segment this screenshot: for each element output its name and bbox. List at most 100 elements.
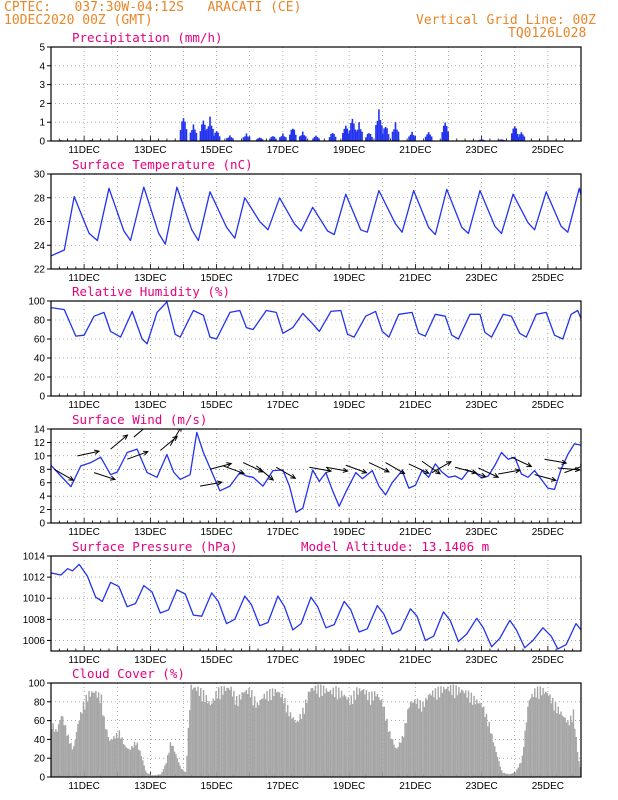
precipitation-bar bbox=[194, 129, 196, 141]
cloud-cover-bar bbox=[264, 699, 267, 777]
cloud-cover-bar bbox=[113, 736, 115, 777]
cloud-cover-bar bbox=[93, 692, 96, 777]
precipitation-bar bbox=[365, 137, 367, 141]
cloud-cover-bar bbox=[565, 722, 568, 777]
cloud-cover-bar bbox=[390, 738, 392, 777]
precipitation-bar bbox=[350, 123, 352, 141]
cloud-cover-bar bbox=[85, 694, 87, 777]
cloud-cover-bar bbox=[499, 766, 502, 777]
cloud-cover-bar bbox=[171, 745, 173, 777]
precipitation-bar bbox=[411, 131, 413, 141]
surface-pressure-x-tick-label: 19DEC bbox=[333, 655, 365, 666]
cloud-cover-bar bbox=[103, 716, 105, 777]
cloud-cover-bar bbox=[237, 706, 239, 777]
cloud-cover-bar bbox=[91, 691, 93, 777]
wind-arrow bbox=[309, 466, 332, 472]
surface-wind-y-tick-label: 12 bbox=[34, 438, 46, 449]
cloud-cover-bar bbox=[111, 739, 114, 777]
surface-pressure-title: Surface Pressure (hPa) bbox=[72, 539, 238, 554]
relative-humidity-y-tick-label: 40 bbox=[34, 354, 46, 365]
surface-wind-x-tick-label: 19DEC bbox=[333, 527, 365, 538]
wind-arrow bbox=[544, 458, 567, 464]
precipitation-bar bbox=[379, 119, 382, 141]
cloud-cover-bar bbox=[52, 723, 54, 777]
cloud-cover-bar bbox=[509, 773, 511, 777]
precipitation-bar bbox=[292, 128, 294, 141]
cloud-cover-bar bbox=[574, 728, 576, 777]
precipitation-bar bbox=[520, 132, 523, 141]
cloud-cover-bar bbox=[346, 699, 348, 777]
cloud-cover-bar bbox=[291, 718, 293, 777]
cloud-cover-bar bbox=[139, 750, 141, 777]
cloud-cover-bar bbox=[426, 699, 428, 777]
cloud-cover-bar bbox=[327, 691, 329, 777]
wind-arrow-head bbox=[176, 429, 182, 432]
cloud-cover-bar bbox=[82, 701, 85, 777]
cloud-cover-bar bbox=[335, 686, 337, 777]
cloud-cover-bar bbox=[193, 687, 195, 777]
precipitation-bar bbox=[369, 134, 372, 141]
cloud-cover-bar bbox=[63, 725, 65, 777]
precipitation-frame bbox=[50, 46, 582, 142]
wind-arrow bbox=[421, 460, 441, 475]
cloud-cover-bar bbox=[436, 699, 438, 777]
precipitation-bar bbox=[343, 128, 346, 141]
cloud-cover-bar bbox=[531, 694, 533, 777]
cloud-cover-bar bbox=[437, 686, 439, 777]
cloud-cover-bar bbox=[155, 775, 158, 777]
cloud-cover-bar bbox=[517, 767, 519, 777]
cloud-cover-bar bbox=[128, 749, 130, 777]
wind-arrow-head bbox=[122, 434, 129, 440]
cloud-cover-bar bbox=[304, 699, 307, 777]
cloud-cover-bar bbox=[154, 775, 156, 777]
cloud-cover-bar bbox=[467, 690, 470, 777]
cloud-cover-bar bbox=[158, 774, 161, 777]
cloud-cover-bar bbox=[186, 755, 188, 777]
precipitation-bar bbox=[280, 136, 283, 141]
cloud-cover-bar bbox=[339, 697, 341, 777]
precipitation-panel: Precipitation (mm/h) 0 1 2 3 4 5 11DEC 13DEC 15DE… bbox=[39, 30, 582, 156]
cloud-cover-bar bbox=[371, 691, 373, 777]
precipitation-bar bbox=[261, 139, 264, 141]
cloud-cover-bar bbox=[386, 718, 388, 777]
cloud-cover-bar bbox=[179, 765, 181, 777]
cloud-cover-bar bbox=[378, 697, 380, 777]
cloud-cover-bar bbox=[153, 775, 155, 777]
surface-wind-x-tick-label: 15DEC bbox=[201, 527, 233, 538]
cloud-cover-bar bbox=[324, 693, 326, 777]
precipitation-bar bbox=[272, 136, 274, 141]
cloud-cover-bar bbox=[550, 703, 553, 777]
cloud-cover-bar bbox=[195, 691, 198, 777]
cloud-cover-bar bbox=[245, 689, 248, 777]
precipitation-x-tick-label: 15DEC bbox=[201, 145, 233, 156]
wind-arrow-head bbox=[238, 469, 246, 475]
precipitation-bar bbox=[387, 134, 390, 141]
surface-pressure-line bbox=[51, 563, 581, 650]
cloud-cover-bar bbox=[255, 707, 257, 777]
wind-arrow-head bbox=[226, 462, 233, 468]
wind-arrow bbox=[133, 429, 145, 438]
wind-arrow bbox=[275, 466, 296, 479]
surface-wind-panel: Surface Wind (m/s) 0 2 4 6 8 10 12 14 11DEC 13DEC 1… bbox=[34, 412, 582, 538]
cloud-cover-bar bbox=[147, 773, 150, 777]
precipitation-bar bbox=[375, 125, 377, 141]
cloud-cover-bar bbox=[114, 738, 116, 777]
cloud-cover-bar bbox=[489, 733, 492, 777]
cloud-cover-bar bbox=[310, 688, 312, 777]
wind-arrow bbox=[199, 481, 222, 487]
precipitation-bar bbox=[209, 116, 211, 141]
cloud-cover-bar bbox=[229, 689, 231, 777]
precipitation-x-tick-label: 21DEC bbox=[399, 145, 431, 156]
wind-arrow-head bbox=[493, 473, 500, 478]
cloud-cover-bar bbox=[60, 715, 63, 777]
wind-arrow bbox=[223, 465, 245, 474]
precipitation-bar bbox=[318, 138, 320, 141]
cloud-cover-bar bbox=[372, 700, 375, 777]
cloud-cover-bar bbox=[564, 717, 566, 777]
cloud-cover-bar bbox=[66, 735, 68, 777]
cloud-cover-bar bbox=[201, 701, 203, 777]
surface-temperature-panel: Surface Temperature (nC) 22 24 26 28 30 11DEC 1… bbox=[34, 157, 582, 284]
cloud-cover-bar bbox=[240, 699, 242, 777]
surface-wind-y-tick-label: 6 bbox=[39, 478, 45, 489]
